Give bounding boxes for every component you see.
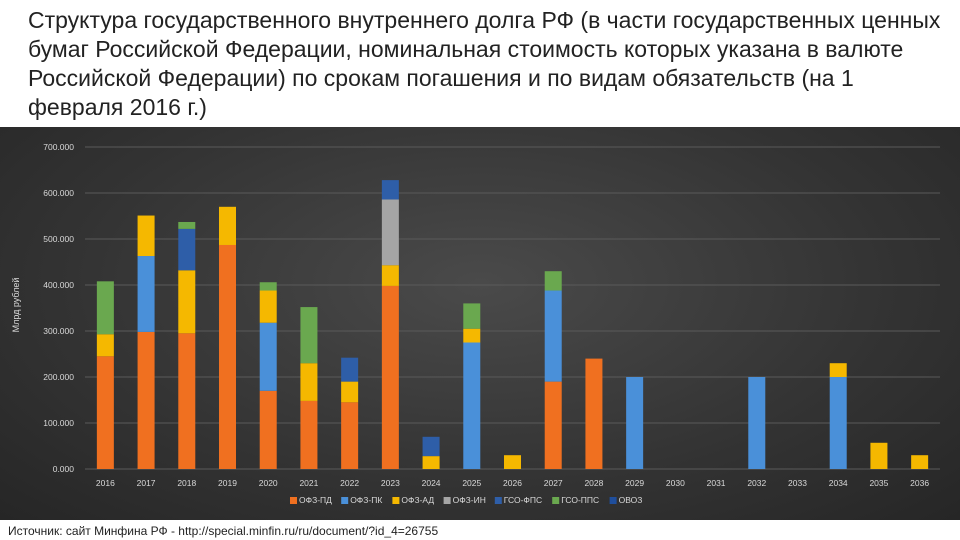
- bar-2024-ОФЗ-АД: [422, 456, 440, 469]
- x-tick-label: 2035: [869, 478, 888, 488]
- bar-2017-ОФЗ-АД: [137, 215, 155, 257]
- x-tick-label: 2019: [218, 478, 237, 488]
- bar-2020-ОФЗ-АД: [259, 290, 277, 323]
- bar-2016-ГСО-ППС: [96, 281, 114, 335]
- bar-2023-ОФЗ-АД: [381, 265, 399, 286]
- source-note: Источник: сайт Минфина РФ - http://speci…: [8, 524, 439, 538]
- legend-swatch: [443, 497, 451, 504]
- bar-2017-ОФЗ-ПД: [137, 331, 155, 469]
- legend-swatch: [609, 497, 617, 504]
- bar-2019-ОФЗ-АД: [219, 206, 236, 245]
- x-tick-label: 2036: [910, 478, 929, 488]
- x-axis: 2016 2017 2018 2019 2020 2021 2022 2023 2024 2025…: [96, 478, 929, 488]
- legend-swatch: [290, 497, 297, 504]
- bar-2020-ОФЗ-ПК: [259, 322, 277, 391]
- bar-2035-ОФЗ-АД: [870, 442, 888, 469]
- bar-2023-ГСО-ФПС: [381, 180, 399, 200]
- bar-2019-ОФЗ-ПД: [219, 244, 236, 469]
- page-title: Структура государственного внутреннего д…: [28, 7, 941, 120]
- legend-label: ГСО-ФПС: [504, 495, 542, 505]
- x-tick-label: 2030: [666, 478, 685, 488]
- bar-2017-ОФЗ-ПК: [137, 256, 155, 332]
- x-tick-label: 2022: [340, 478, 359, 488]
- bar-2016-ОФЗ-ПД: [96, 356, 114, 469]
- bar-2027-ОФЗ-ПК: [544, 290, 562, 382]
- legend-label: ОФЗ-АД: [401, 495, 434, 505]
- y-tick-label: 300.000: [43, 326, 74, 336]
- x-tick-label: 2033: [788, 478, 807, 488]
- bar-2024-ГСО-ФПС: [422, 436, 440, 457]
- bar-2023-ОФЗ-ИН: [381, 199, 399, 266]
- bar-2018-ОФЗ-ПД: [178, 333, 196, 469]
- y-tick-label: 700.000: [43, 142, 74, 152]
- legend-swatch: [494, 497, 502, 504]
- legend-label: ГСО-ППС: [561, 495, 599, 505]
- legend: ОФЗ-ПД ОФЗ-ПК ОФЗ-АД ОФЗ-ИН ГСО-ФПС ГСО-ППС ОВ…: [290, 495, 642, 505]
- x-tick-label: 2018: [177, 478, 196, 488]
- x-tick-label: 2023: [381, 478, 400, 488]
- x-tick-label: 2034: [829, 478, 848, 488]
- bar-2022-ГСО-ФПС: [341, 357, 359, 382]
- bar-2021-ОФЗ-АД: [300, 363, 318, 401]
- x-tick-label: 2032: [747, 478, 766, 488]
- bar-2029-ОФЗ-ПК: [626, 377, 644, 469]
- y-axis-label: Млрд рублей: [11, 278, 21, 333]
- x-tick-label: 2031: [707, 478, 726, 488]
- bar-2025-ГСО-ППС: [463, 303, 481, 329]
- bars: [96, 180, 929, 469]
- x-tick-label: 2016: [96, 478, 115, 488]
- y-tick-label: 500.000: [43, 234, 74, 244]
- y-tick-label: 600.000: [43, 188, 74, 198]
- bar-2027-ОФЗ-ПД: [544, 381, 562, 469]
- legend-swatch: [341, 497, 349, 504]
- stacked-bar-chart: 0.000 100.000 200.000 300.000 400.000 500.000…: [11, 142, 940, 505]
- bar-2027-ГСО-ППС: [544, 271, 562, 291]
- y-tick-label: 0.000: [53, 464, 75, 474]
- bar-2021-ГСО-ППС: [300, 307, 318, 364]
- legend-label: ОФЗ-ПД: [299, 495, 332, 505]
- bar-2036-ОФЗ-АД: [911, 455, 929, 469]
- bar-2025-ОФЗ-АД: [463, 328, 481, 343]
- bar-2020-ОФЗ-ПД: [259, 390, 277, 469]
- x-tick-label: 2021: [299, 478, 318, 488]
- bar-2018-ГСО-ППС: [178, 221, 196, 229]
- x-tick-label: 2025: [462, 478, 481, 488]
- legend-label: ОФЗ-ПК: [350, 495, 382, 505]
- x-tick-label: 2029: [625, 478, 644, 488]
- bar-2018-ГСО-ФПС: [178, 228, 196, 271]
- bar-2016-ОФЗ-АД: [96, 334, 114, 357]
- chart-panel: 0.000 100.000 200.000 300.000 400.000 500.000…: [0, 127, 960, 520]
- bar-2034-ОФЗ-ПК: [829, 377, 847, 469]
- bar-2025-ОФЗ-ПК: [463, 342, 481, 469]
- bar-2023-ОФЗ-ПД: [381, 285, 399, 469]
- bar-2032-ОФЗ-ПК: [748, 377, 766, 469]
- y-tick-label: 400.000: [43, 280, 74, 290]
- legend-swatch: [392, 497, 400, 504]
- x-tick-label: 2027: [544, 478, 563, 488]
- x-tick-label: 2024: [422, 478, 441, 488]
- y-axis: 0.000 100.000 200.000 300.000 400.000 500.000…: [43, 142, 74, 474]
- bar-2022-ОФЗ-АД: [341, 381, 359, 403]
- gridlines: [85, 146, 940, 470]
- legend-swatch: [552, 497, 560, 504]
- legend-label: ОФЗ-ИН: [453, 495, 486, 505]
- x-tick-label: 2028: [584, 478, 603, 488]
- x-tick-label: 2017: [137, 478, 156, 488]
- bar-2018-ОФЗ-АД: [178, 270, 196, 334]
- bar-2021-ОФЗ-ПД: [300, 400, 318, 469]
- bar-2026-ОФЗ-АД: [504, 455, 521, 469]
- x-tick-label: 2026: [503, 478, 522, 488]
- bar-2034-ОФЗ-АД: [829, 363, 847, 377]
- bar-2028-ОФЗ-ПД: [585, 358, 603, 469]
- x-tick-label: 2020: [259, 478, 278, 488]
- y-tick-label: 200.000: [43, 372, 74, 382]
- y-tick-label: 100.000: [43, 418, 74, 428]
- bar-2022-ОФЗ-ПД: [341, 402, 359, 469]
- legend-label: ОВОЗ: [619, 495, 643, 505]
- bar-2020-ГСО-ППС: [259, 282, 277, 291]
